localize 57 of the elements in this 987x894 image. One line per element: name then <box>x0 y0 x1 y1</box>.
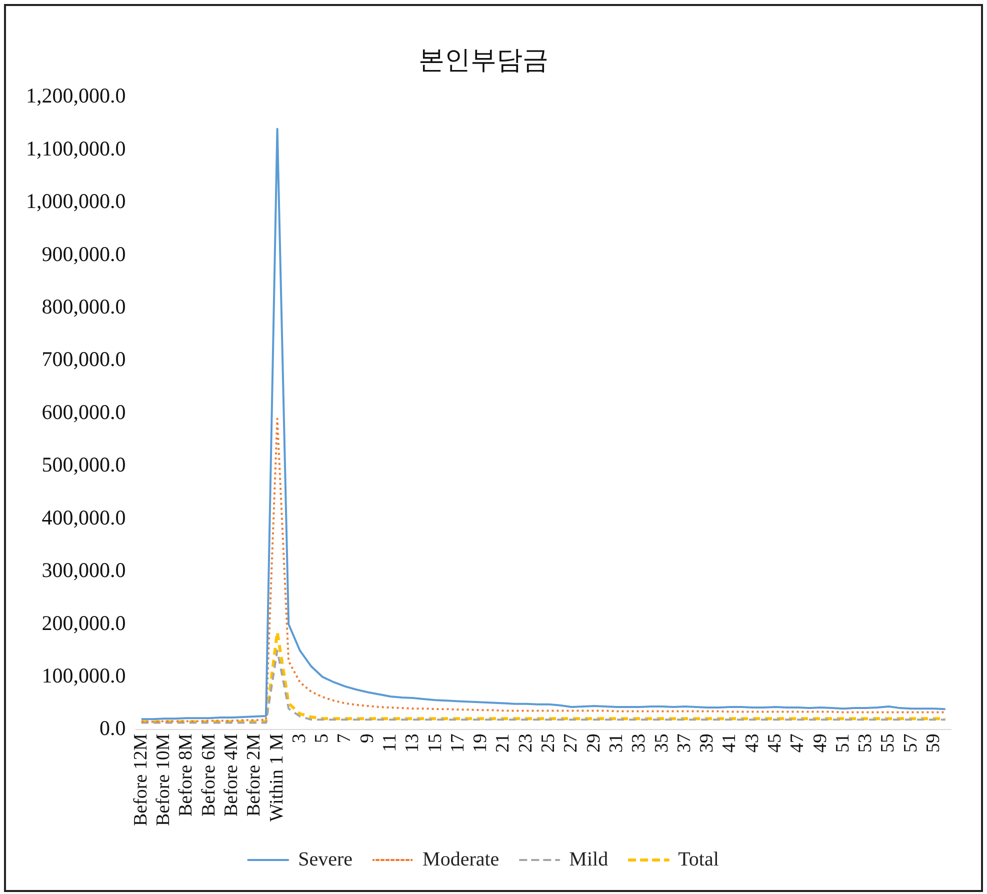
x-tick-label: 25 <box>538 734 560 753</box>
x-tick-label: 31 <box>606 734 627 753</box>
x-tick-label: 57 <box>900 734 922 753</box>
line-series <box>140 650 946 724</box>
x-tick-label: 47 <box>787 734 808 753</box>
x-tick-label: 5 <box>312 734 333 744</box>
x-tick-label: 15 <box>424 734 446 753</box>
x-tick-label: 33 <box>628 734 650 753</box>
x-tick-label: Within 1 M <box>266 734 288 822</box>
x-tick-label: 43 <box>742 734 763 753</box>
legend-label: Mild <box>569 848 608 870</box>
y-tick-label: 700,000.0 <box>42 347 126 372</box>
x-tick-label: 9 <box>356 734 378 744</box>
x-tick-label: 11 <box>380 734 400 752</box>
legend-label: Total <box>678 848 720 870</box>
x-tick-label: 17 <box>447 734 468 753</box>
x-tick-label: 21 <box>492 734 514 753</box>
y-tick-label: 300,000.0 <box>42 558 126 582</box>
x-tick-label: 13 <box>402 734 424 753</box>
x-tick-label: 3 <box>288 734 310 744</box>
legend-label: Moderate <box>422 848 500 870</box>
x-tick-label: 23 <box>515 734 536 753</box>
x-tick-label: Before 6M <box>198 734 220 817</box>
x-tick-label: 53 <box>855 734 876 753</box>
y-tick-label: 1,100,000.0 <box>26 136 126 160</box>
x-tick-label: 29 <box>583 734 604 753</box>
y-tick-label: 600,000.0 <box>42 400 126 424</box>
y-tick-label: 200,000.0 <box>42 610 126 635</box>
line-series <box>140 630 947 724</box>
x-tick-label: 35 <box>651 734 672 753</box>
x-tick-label: Before 12M <box>130 734 152 826</box>
y-tick-label: 1,200,000.0 <box>26 84 126 108</box>
y-tick-label: 1,000,000.0 <box>26 189 126 214</box>
line-series <box>140 418 946 723</box>
x-tick-label: 41 <box>719 734 740 753</box>
y-tick-label: 100,000.0 <box>42 663 126 688</box>
x-tick-label: 51 <box>832 734 854 753</box>
y-tick-label: 900,000.0 <box>42 242 126 266</box>
y-tick-label: 0.0 <box>100 716 126 740</box>
y-tick-label: 800,000.0 <box>42 294 126 319</box>
x-tick-label: Before 10M <box>153 734 174 826</box>
x-tick-label: 27 <box>560 734 582 753</box>
x-tick-label: 49 <box>810 734 831 753</box>
y-tick-label: 500,000.0 <box>42 452 126 477</box>
y-tick-label: 400,000.0 <box>42 505 126 530</box>
chart-title: 본인부담금 <box>418 45 548 74</box>
x-tick-label: Before 2M <box>244 734 265 817</box>
x-tick-label: 19 <box>470 734 492 753</box>
x-tick-label: 7 <box>334 734 356 744</box>
legend-label: Severe <box>298 848 353 870</box>
x-tick-label: 55 <box>878 734 899 753</box>
x-tick-label: 39 <box>696 734 718 753</box>
x-tick-label: Before 8M <box>176 734 197 817</box>
x-tick-label: 37 <box>674 734 695 753</box>
x-tick-label: Before 4M <box>220 734 242 817</box>
x-tick-label: 59 <box>923 734 944 753</box>
x-tick-label: 45 <box>764 734 786 753</box>
